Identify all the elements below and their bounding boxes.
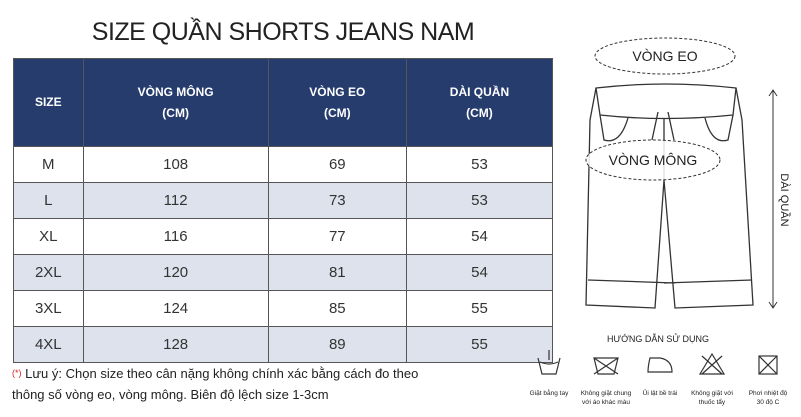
- table-cell: 55: [405, 290, 554, 327]
- table-cell: 77: [267, 218, 407, 255]
- header-cell: DÀI QUẦN (CM): [405, 58, 554, 147]
- length-arrow: [768, 89, 778, 309]
- header-text: SIZE: [34, 95, 62, 109]
- care-label: thuốc tẩy: [699, 397, 726, 406]
- care-icons: [537, 350, 778, 375]
- table-cell: 53: [405, 146, 554, 183]
- header-text: VÒNG MÔNG: [137, 84, 214, 99]
- shorts: [585, 83, 754, 309]
- table-cell: 89: [267, 326, 407, 363]
- header-text: (CM): [162, 105, 189, 120]
- header-cell: SIZE: [13, 58, 84, 147]
- note-marker: (*): [12, 368, 22, 378]
- title: SIZE QUẦN SHORTS JEANS NAM: [91, 18, 475, 46]
- care-label: Ủi lật bề trái: [643, 388, 678, 397]
- hip-label: VÒNG MÔNG: [609, 152, 698, 168]
- table-cell: 55: [405, 326, 554, 363]
- length-label: DÀI QUẦN: [778, 173, 791, 226]
- table-cell: 128: [82, 326, 269, 363]
- header-cell: VÒNG EO (CM): [267, 58, 407, 147]
- note-line: Lưu ý: Chọn size theo cân nặng không chí…: [25, 366, 419, 381]
- table-cell: 69: [267, 146, 407, 183]
- table-cell: L: [13, 182, 84, 219]
- table-row: 4XL 128 89 55: [13, 326, 554, 363]
- table-row: L 112 73 53: [13, 182, 554, 219]
- header-row: SIZE VÒNG MÔNG (CM) VÒNG EO (CM) DÀI QUẦN (CM): [13, 58, 554, 147]
- table-cell: 54: [405, 254, 554, 291]
- waist-ellipse: [594, 37, 736, 75]
- note: (*) Lưu ý: Chọn size theo cân nặng không…: [12, 363, 418, 405]
- header-cell: VÒNG MÔNG (CM): [82, 58, 269, 147]
- hip-ellipse: [585, 139, 721, 181]
- care-label: Không giặt với: [691, 390, 733, 397]
- care-label: với áo khác màu: [582, 399, 630, 406]
- header-text: DÀI QUẦN: [449, 84, 510, 99]
- table-cell: 2XL: [13, 254, 84, 291]
- table-row: M 108 69 53: [13, 146, 554, 183]
- table-cell: 4XL: [13, 326, 84, 363]
- care-label: Không giặt chung: [581, 390, 632, 397]
- table-cell: 73: [267, 182, 407, 219]
- header-text: (CM): [323, 105, 351, 120]
- care-label: 30 độ C: [757, 399, 780, 406]
- care-label: Phơi nhiệt độ: [749, 390, 788, 397]
- size-table: SIZE VÒNG MÔNG (CM) VÒNG EO (CM) DÀI QUẦN (CM)…: [13, 58, 554, 363]
- header-text: VÒNG EO: [309, 84, 366, 99]
- table-cell: 112: [82, 182, 269, 219]
- table-cell: 53: [405, 182, 554, 219]
- note-line: thông số vòng eo, vòng mông. Biên độ lệc…: [12, 387, 329, 402]
- waist-label: VÒNG EO: [632, 48, 697, 64]
- care-title: HƯỚNG DẪN SỬ DỤNG: [607, 333, 709, 344]
- table-row: XL 116 77 54: [13, 218, 554, 255]
- header-text: (CM): [466, 105, 493, 120]
- table-cell: 120: [82, 254, 269, 291]
- care-label: Giặt bằng tay: [530, 388, 569, 397]
